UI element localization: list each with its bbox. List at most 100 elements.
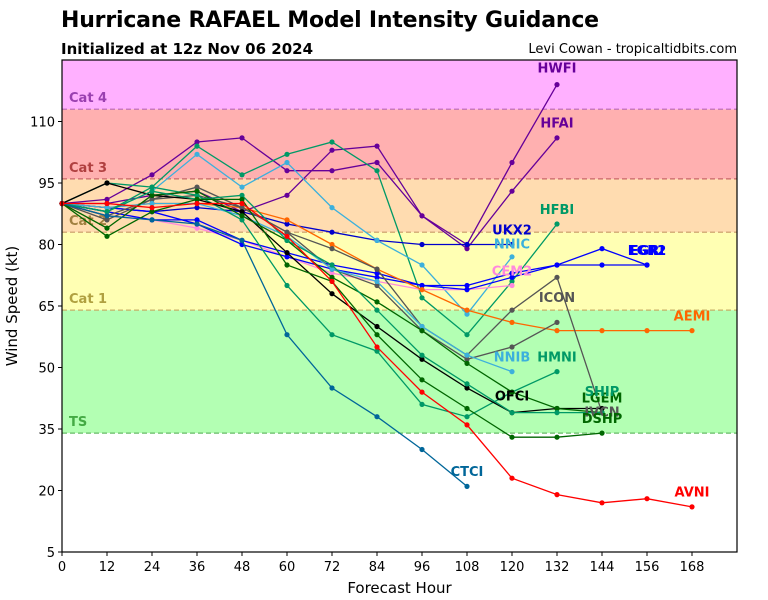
data-point-lgem bbox=[554, 405, 560, 412]
data-point-hfai bbox=[554, 135, 560, 141]
data-point-cem2 bbox=[194, 225, 200, 231]
data-point-hwfi bbox=[374, 159, 380, 166]
data-point-hfai bbox=[464, 246, 470, 252]
data-point-lgem bbox=[464, 360, 470, 366]
data-point-egr2 bbox=[419, 282, 425, 289]
data-point-hfai bbox=[374, 143, 380, 149]
data-point-avni bbox=[509, 475, 515, 481]
data-point-cem2 bbox=[329, 270, 335, 276]
series-label-ship: SHIP bbox=[585, 385, 620, 400]
data-point-lgem bbox=[419, 328, 425, 334]
data-point-icon bbox=[509, 307, 515, 313]
data-point-aemi bbox=[284, 217, 290, 223]
x-tick-label: 72 bbox=[324, 560, 341, 575]
data-point-dshp bbox=[194, 196, 200, 202]
y-tick-label: 110 bbox=[30, 116, 55, 131]
data-point-aemi bbox=[509, 319, 515, 325]
x-tick-label: 12 bbox=[99, 560, 116, 575]
data-point-dshp bbox=[554, 434, 560, 440]
series-hfbi bbox=[59, 139, 560, 338]
data-point-ukx2 bbox=[509, 241, 515, 248]
data-point-icon bbox=[194, 184, 200, 190]
series-label-avni: AVNI bbox=[675, 486, 710, 501]
series-label-dshp: DSHP bbox=[582, 412, 623, 427]
data-point-nnib bbox=[419, 323, 425, 330]
data-point-ctci bbox=[239, 237, 245, 243]
series-line-egr2 bbox=[61, 202, 647, 291]
band-cat-2 bbox=[62, 178, 737, 233]
data-point-egr2 bbox=[284, 254, 290, 260]
data-point-ctci bbox=[464, 483, 470, 489]
data-point-lgem bbox=[329, 274, 335, 280]
data-point-nnic bbox=[419, 262, 425, 268]
data-point-dshp bbox=[104, 233, 110, 239]
data-point-icon bbox=[554, 274, 560, 280]
data-point-hmni bbox=[284, 282, 290, 289]
series-line-hwfi bbox=[61, 84, 558, 246]
data-point-egri bbox=[509, 270, 515, 276]
band-cat-4 bbox=[62, 60, 737, 110]
data-point-avni bbox=[599, 500, 605, 506]
data-point-hfai bbox=[329, 147, 335, 153]
y-tick-label: 80 bbox=[38, 239, 55, 254]
series-line-hfbi bbox=[61, 141, 558, 336]
data-point-ctci bbox=[374, 414, 380, 420]
data-point-avni bbox=[554, 492, 560, 498]
x-tick-label: 36 bbox=[189, 560, 206, 575]
x-tick-label: 48 bbox=[234, 560, 251, 575]
data-point-egr2 bbox=[464, 287, 470, 293]
x-tick-label: 120 bbox=[500, 560, 525, 575]
data-point-avni bbox=[464, 422, 470, 428]
data-point-hwfi bbox=[149, 172, 155, 178]
data-point-hfbi bbox=[464, 332, 470, 338]
data-point-hmni bbox=[239, 217, 245, 223]
data-point-ivcn bbox=[509, 344, 515, 350]
data-point-aemi bbox=[599, 328, 605, 334]
data-point-ctci bbox=[329, 385, 335, 391]
x-tick-label: 96 bbox=[414, 560, 431, 575]
data-point-ofci bbox=[464, 385, 470, 391]
series-label-nnic: NNIC bbox=[494, 238, 530, 253]
data-point-aemi bbox=[419, 287, 425, 293]
data-point-ship bbox=[374, 307, 380, 313]
data-point-hfbi bbox=[194, 143, 200, 149]
series-avni bbox=[59, 200, 695, 510]
series-label-egr2: EGR2 bbox=[628, 244, 667, 259]
data-point-hwfi bbox=[104, 196, 110, 202]
data-point-nnic bbox=[464, 311, 470, 317]
data-point-ship bbox=[239, 192, 245, 198]
data-point-avni bbox=[689, 504, 695, 510]
x-axis-label: Forecast Hour bbox=[347, 579, 452, 597]
data-point-lgem bbox=[509, 389, 515, 395]
data-point-hmni bbox=[554, 369, 560, 375]
series-label-cem2: CEM2 bbox=[492, 264, 532, 279]
data-point-ship bbox=[104, 209, 110, 215]
data-point-lgem bbox=[194, 188, 200, 194]
data-point-hmni bbox=[329, 332, 335, 338]
data-point-avni bbox=[194, 200, 200, 207]
y-axis-label: Wind Speed (kt) bbox=[3, 246, 21, 367]
data-point-aemi bbox=[644, 328, 650, 334]
data-point-cem2 bbox=[509, 282, 515, 289]
data-point-dshp bbox=[599, 430, 605, 436]
y-tick-label: 5 bbox=[47, 546, 55, 561]
data-point-ship bbox=[329, 262, 335, 268]
data-point-ofci bbox=[599, 405, 605, 412]
data-point-hfai bbox=[419, 213, 425, 219]
band-label-cat-1: Cat 1 bbox=[69, 292, 107, 307]
data-point-hmni bbox=[419, 401, 425, 407]
data-point-egri bbox=[464, 282, 470, 289]
data-point-ofci bbox=[419, 356, 425, 362]
data-point-hwfi bbox=[554, 82, 560, 88]
model-series bbox=[59, 82, 695, 510]
data-point-ukx2 bbox=[194, 205, 200, 211]
data-point-avni bbox=[284, 233, 290, 239]
series-label-ivcn: IVCN bbox=[584, 406, 619, 421]
data-point-icon bbox=[329, 246, 335, 252]
data-point-avni bbox=[104, 200, 110, 207]
data-point-hwfi bbox=[509, 159, 515, 166]
band-label-cat-4: Cat 4 bbox=[69, 91, 107, 106]
data-point-aemi bbox=[464, 307, 470, 313]
data-point-ofci bbox=[374, 323, 380, 330]
data-point-dshp bbox=[464, 405, 470, 412]
